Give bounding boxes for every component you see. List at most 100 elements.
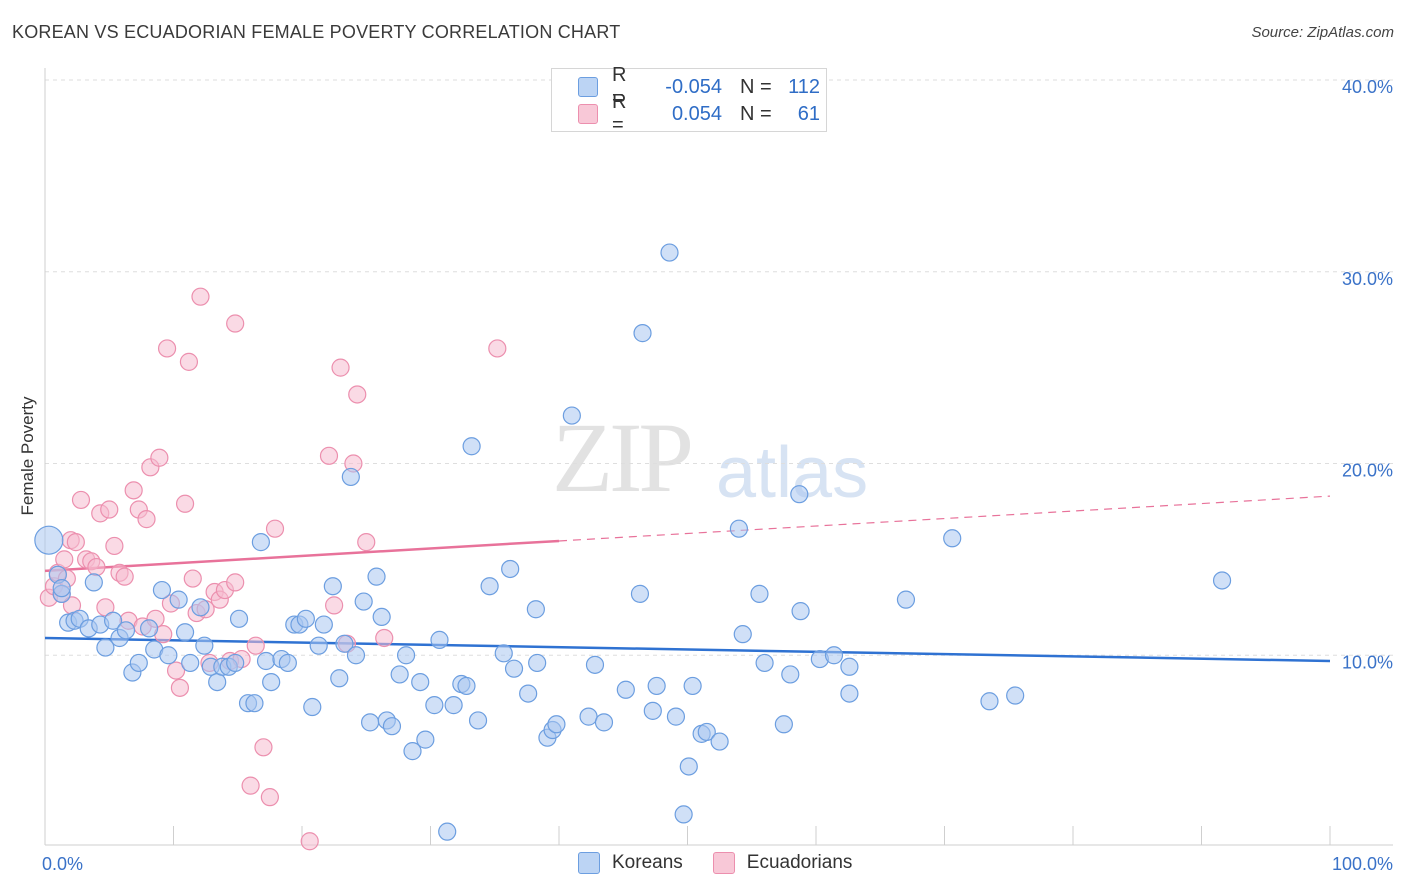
legend-item-ecuadorians[interactable]: Ecuadorians — [712, 852, 852, 874]
y-tick-label: 30.0% — [1342, 269, 1393, 289]
korean-point — [630, 584, 650, 603]
ecuadorian-trend-line — [44, 539, 560, 573]
ecuadorian-point — [226, 573, 245, 592]
korean-point — [528, 653, 547, 673]
r-label: R = — [612, 91, 627, 136]
korean-point — [494, 644, 513, 663]
ecuadorian-point — [357, 533, 376, 552]
korean-point — [296, 609, 315, 628]
korean-point — [896, 590, 916, 609]
y-axis-title: Female Poverty — [18, 396, 37, 516]
korean-point — [457, 676, 476, 696]
korean-point — [229, 609, 249, 628]
series-legend: Koreans Ecuadorians — [578, 852, 882, 874]
korean-point — [314, 615, 333, 634]
korean-point — [139, 619, 159, 638]
korean-point — [159, 646, 178, 665]
korean-point — [504, 659, 524, 678]
korean-point — [416, 730, 435, 749]
korean-point — [781, 665, 800, 684]
ecuadorian-point — [331, 358, 350, 377]
korean-point — [175, 623, 195, 642]
korean-point — [361, 713, 380, 732]
y-tick-label: 40.0% — [1342, 77, 1393, 97]
ecuadorian-point — [137, 510, 156, 529]
ecuadorian-point — [246, 636, 265, 655]
korean-point — [372, 607, 391, 627]
ecuadorian-point — [488, 339, 507, 358]
korean-point — [330, 669, 349, 688]
korean-point — [547, 715, 566, 734]
korean-point — [729, 519, 749, 538]
ecuadorian-point — [375, 628, 394, 648]
ecuadorian-point — [157, 339, 177, 358]
korean-point — [943, 529, 962, 548]
korean-point — [710, 732, 729, 751]
korean-point — [52, 579, 71, 598]
korean-point — [791, 602, 810, 621]
ecuadorian-point — [183, 569, 202, 588]
korean-point — [262, 672, 281, 692]
r-label: R = — [612, 64, 627, 109]
korean-point — [750, 584, 769, 603]
ecuadorian-point — [66, 533, 85, 552]
ecuadorian-legend-swatch — [712, 852, 735, 874]
korean-point — [840, 684, 859, 703]
korean-point — [116, 621, 136, 640]
korean-point — [341, 467, 360, 487]
ecuadorian-point — [150, 448, 169, 467]
ecuadorian-point — [166, 661, 186, 680]
source-label: Source: ZipAtlas.com — [1251, 24, 1394, 41]
korean-point — [245, 694, 264, 713]
legend-label-koreans: Koreans — [612, 852, 683, 873]
n-label: N = — [740, 75, 772, 98]
ecuadorian-point — [105, 536, 124, 556]
korean-point — [501, 559, 520, 579]
korean-point — [430, 630, 449, 650]
n-label: N = — [740, 102, 772, 125]
ecuadorian-point — [71, 490, 91, 510]
korean-point — [980, 692, 999, 711]
x-tick-label-max: 100.0% — [1332, 854, 1393, 874]
ecuadorian-points — [39, 287, 507, 851]
axes — [44, 68, 1393, 846]
ecuadorian-point — [325, 596, 344, 615]
legend-item-koreans[interactable]: Koreans — [578, 852, 683, 874]
korean-point — [1212, 571, 1232, 590]
korean-point — [335, 634, 354, 653]
korean-point — [425, 696, 444, 715]
korean-point — [96, 638, 115, 657]
korean-point — [191, 598, 210, 617]
korean-point — [674, 805, 693, 824]
ecuadorian-point — [300, 832, 319, 851]
korean-point — [733, 625, 752, 644]
korean-point — [129, 653, 148, 673]
ecuadorian-trend-extension — [558, 495, 1331, 542]
y-tick-labels: 10.0% 20.0% 30.0% 40.0% — [1342, 77, 1393, 672]
ecuadorian-point — [179, 352, 199, 371]
korean-point — [354, 592, 373, 611]
ecuadorian-point — [170, 678, 190, 697]
ecuadorian-point — [260, 788, 279, 807]
korean-point — [278, 653, 297, 673]
korean-point — [195, 636, 214, 655]
r-value: -0.054 — [665, 75, 722, 98]
korean-point — [390, 665, 409, 684]
korean-point — [579, 707, 598, 726]
korean-point — [683, 676, 702, 696]
y-tick-label: 20.0% — [1342, 461, 1393, 481]
y-tick-label: 10.0% — [1342, 652, 1393, 672]
korean-point — [382, 717, 402, 736]
korean-point — [679, 757, 698, 776]
korean-point — [774, 715, 793, 734]
korean-point — [438, 822, 457, 841]
korean-swatch — [578, 77, 598, 97]
korean-legend-swatch — [578, 852, 600, 874]
korean-point — [755, 653, 774, 673]
korean-point — [152, 580, 172, 600]
correlation-legend: R = -0.054 N = 112 R = 0.054 N = 61 — [551, 64, 827, 136]
korean-point — [519, 684, 538, 703]
korean-point — [462, 437, 481, 456]
korean-point — [666, 707, 686, 726]
